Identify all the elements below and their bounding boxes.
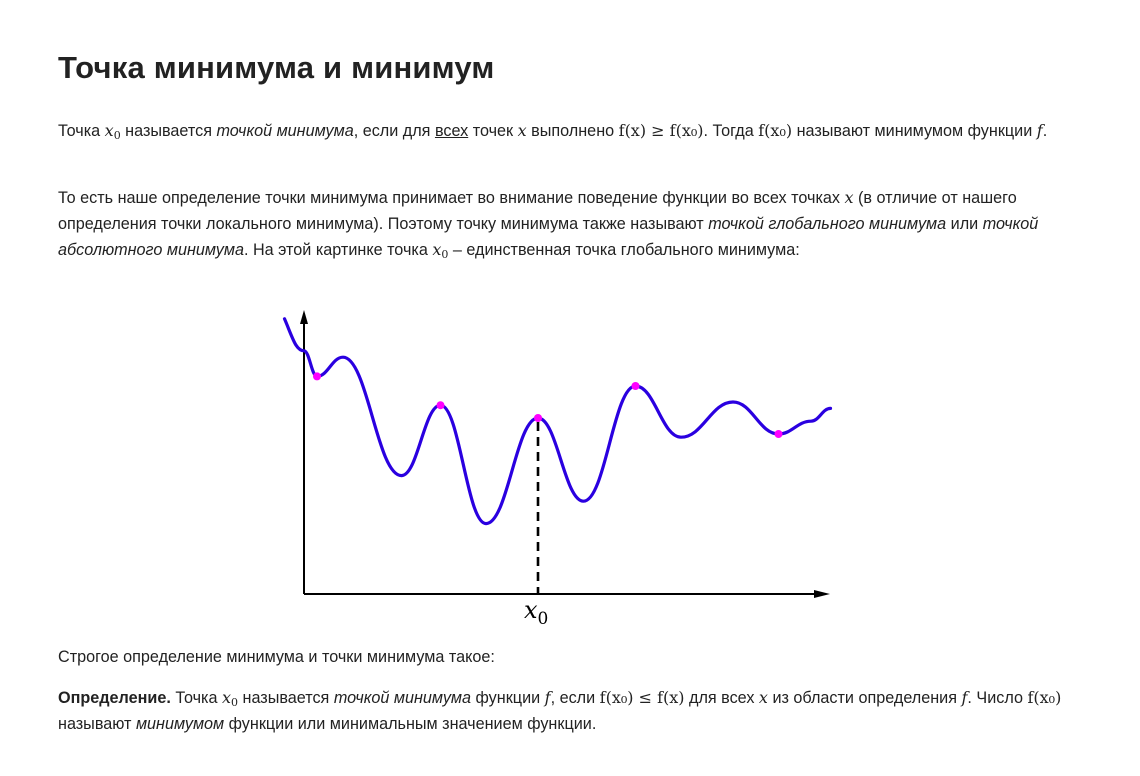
page-title: Точка минимума и минимум <box>58 50 495 85</box>
term-absolute-minimum-point: точкой абсолютного минимума <box>58 214 1039 260</box>
paragraph-definition-intro: Точка x0 называется точкой минимума, есл… <box>58 121 1048 142</box>
math-x0: x0 <box>221 688 239 709</box>
local-minimum-point <box>436 401 445 410</box>
term-minimum-point: точкой минимума <box>333 689 472 707</box>
term-global-minimum-point: точкой глобального минимума <box>708 214 947 233</box>
math-f: f <box>961 688 968 707</box>
y-axis-arrow <box>300 310 308 324</box>
paragraph-strict-definition-intro: Строгое определение минимума и точки мин… <box>58 648 495 666</box>
x0-tick-label: x0 <box>524 596 548 629</box>
math-f-x0: f(x₀) <box>758 121 793 140</box>
math-x: x <box>758 688 768 707</box>
paragraph-formal-definition: Определение. Точка x0 называется точкой … <box>58 688 1062 733</box>
function-curve <box>282 317 833 526</box>
local-minimum-point <box>313 372 321 381</box>
math-x: x <box>844 188 854 207</box>
math-f: f <box>544 688 551 707</box>
paragraph-global-minimum: То есть наше определение точки минимума … <box>58 188 1039 261</box>
local-minimum-point <box>631 382 640 390</box>
math-x0: x0 <box>432 240 449 261</box>
local-minimum-point <box>534 414 542 422</box>
function-graph-figure: x0 <box>268 272 878 632</box>
term-minimum-point: точкой минимума <box>216 122 354 140</box>
underlined-word: всех <box>434 122 469 140</box>
x-axis-arrow <box>814 590 830 598</box>
function-graph: x0 <box>282 310 833 629</box>
math-f: f <box>1036 121 1043 140</box>
definition-label: Определение. <box>58 689 171 707</box>
math-f-x0: f(x₀) <box>1027 688 1062 707</box>
math-inequality: f(x₀) ≤ f(x) <box>599 688 685 707</box>
math-inequality: f(x) ≥ f(x₀) <box>618 121 704 140</box>
math-x0: x0 <box>104 121 121 142</box>
math-x: x <box>517 121 527 140</box>
local-minimum-point <box>774 430 783 438</box>
term-minimum: минимумом <box>135 714 225 733</box>
